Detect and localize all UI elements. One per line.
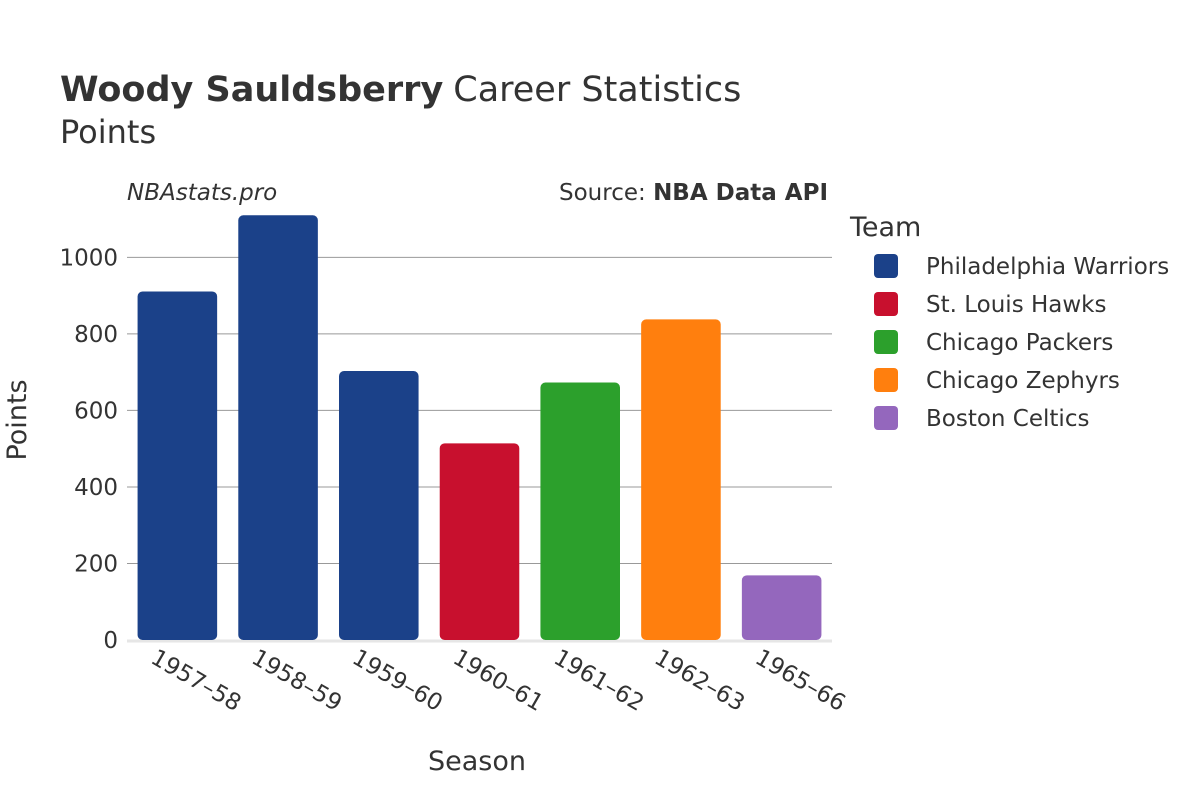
- x-tick-label: 1957–58: [146, 645, 245, 717]
- legend-swatch: [874, 292, 898, 316]
- legend-label[interactable]: Boston Celtics: [926, 406, 1089, 432]
- bar[interactable]: [137, 291, 218, 640]
- y-tick-label: 600: [74, 398, 118, 424]
- bar[interactable]: [641, 319, 721, 640]
- y-tick-label: 400: [74, 475, 118, 501]
- legend-swatch: [874, 406, 898, 430]
- title-suffix: Career Statistics: [453, 70, 741, 110]
- x-tick-label: 1960–61: [449, 645, 548, 717]
- player-name: Woody Sauldsberry: [60, 70, 443, 110]
- legend: Philadelphia Warriors St. Louis Hawks Chic…: [874, 254, 1169, 432]
- y-tick-label: 200: [74, 551, 118, 577]
- legend-label[interactable]: St. Louis Hawks: [926, 292, 1107, 318]
- source-label: Source: NBA Data API: [559, 180, 828, 206]
- x-tick-label: 1965–66: [751, 645, 850, 717]
- y-tick-label: 1000: [59, 245, 118, 271]
- bars: [137, 215, 822, 640]
- chart-title: Woody Sauldsberry Career Statistics: [60, 70, 741, 110]
- source-name: NBA Data API: [653, 180, 828, 206]
- watermark: NBAstats.pro: [127, 180, 277, 206]
- legend-swatch: [874, 330, 898, 354]
- legend-label[interactable]: Philadelphia Warriors: [926, 254, 1169, 280]
- x-tick-label: 1961–62: [549, 645, 648, 717]
- x-axis-title: Season: [428, 746, 526, 777]
- bar[interactable]: [540, 382, 620, 640]
- y-tick-label: 0: [103, 628, 118, 654]
- y-axis-title: Points: [2, 379, 33, 460]
- legend-label[interactable]: Chicago Packers: [926, 330, 1113, 356]
- y-tick-labels: 0 200 400 600 800 1000: [59, 245, 118, 654]
- legend-swatch: [874, 254, 898, 278]
- x-tick-label: 1962–63: [650, 645, 749, 717]
- bar[interactable]: [238, 215, 318, 640]
- x-tick-label: 1959–60: [348, 645, 447, 717]
- bar[interactable]: [439, 443, 520, 640]
- x-tick-label: 1958–59: [247, 645, 346, 717]
- chart-subtitle: Points: [60, 113, 156, 151]
- legend-swatch: [874, 368, 898, 392]
- x-tick-labels: 1957–58 1958–59 1959–60 1960–61 1961–62 1962–…: [146, 645, 849, 717]
- legend-label[interactable]: Chicago Zephyrs: [926, 368, 1120, 394]
- y-tick-label: 800: [74, 322, 118, 348]
- bar[interactable]: [741, 575, 822, 640]
- source-prefix: Source:: [559, 180, 653, 206]
- legend-title: Team: [849, 212, 921, 243]
- bar[interactable]: [339, 371, 419, 640]
